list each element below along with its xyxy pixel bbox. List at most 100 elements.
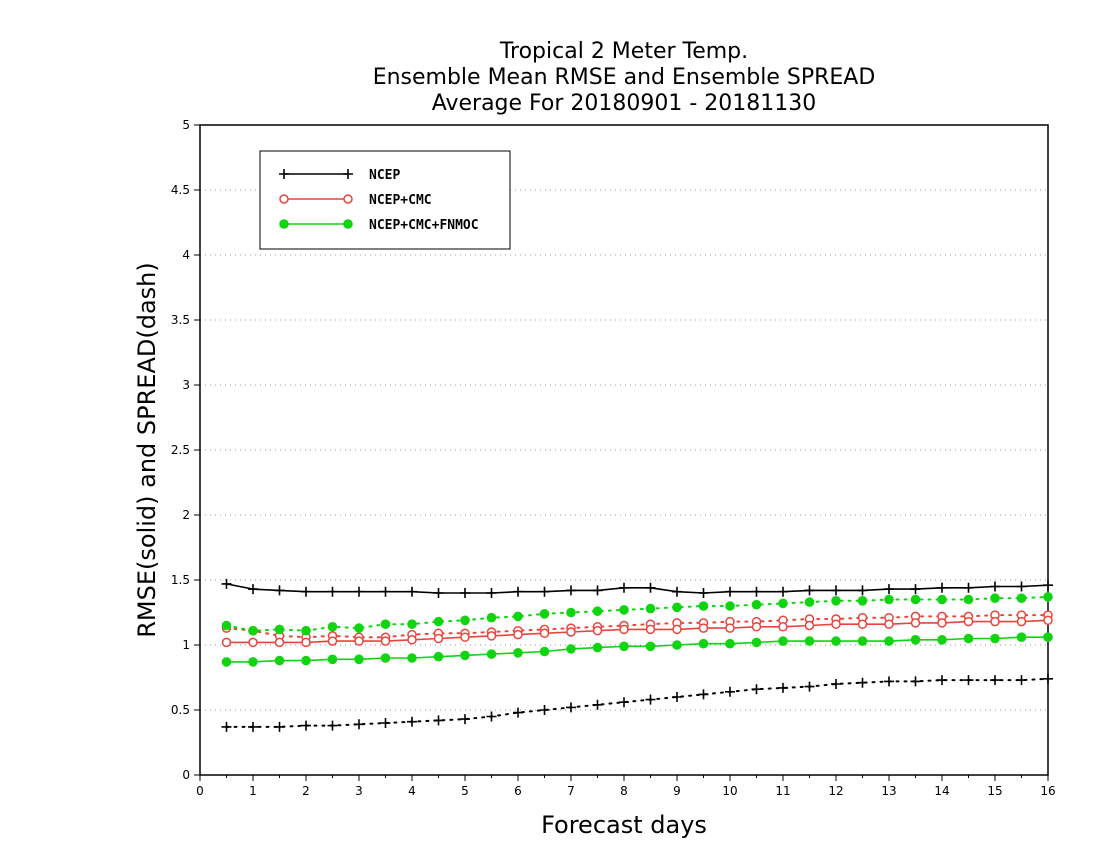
spread-point bbox=[645, 694, 656, 705]
legend-marker bbox=[279, 194, 289, 204]
rmse-point bbox=[566, 585, 576, 596]
spread-point bbox=[937, 594, 947, 605]
spread-point bbox=[274, 721, 285, 732]
x-tick-label: 4 bbox=[408, 784, 416, 798]
y-tick-label: 3.5 bbox=[171, 313, 190, 327]
spread-point bbox=[1043, 673, 1053, 684]
rmse-point bbox=[301, 655, 311, 666]
rmse-point bbox=[990, 581, 1000, 592]
y-tick-label: 5 bbox=[182, 118, 190, 132]
rmse-point bbox=[327, 636, 338, 646]
rmse-point bbox=[698, 638, 709, 649]
spread-point bbox=[672, 692, 682, 702]
rmse-point bbox=[513, 648, 523, 658]
spread-point bbox=[910, 676, 921, 687]
rmse-point bbox=[884, 636, 894, 646]
rmse-point bbox=[884, 619, 894, 629]
x-tick-label: 6 bbox=[514, 784, 522, 798]
rmse-point bbox=[910, 635, 921, 645]
legend-marker bbox=[279, 169, 289, 179]
spread-point bbox=[433, 715, 444, 726]
rmse-point bbox=[698, 588, 709, 598]
rmse-point bbox=[778, 622, 788, 632]
rmse-point bbox=[354, 586, 364, 597]
rmse-point bbox=[963, 582, 974, 593]
rmse-point bbox=[460, 588, 470, 598]
spread-point bbox=[513, 707, 523, 718]
rmse-point bbox=[380, 586, 391, 597]
y-tick-label: 2 bbox=[182, 508, 190, 522]
rmse-point bbox=[592, 642, 603, 653]
x-tick-label: 10 bbox=[722, 784, 737, 798]
rmse-point bbox=[619, 624, 629, 635]
rmse-point bbox=[937, 618, 947, 628]
legend-marker bbox=[279, 219, 289, 229]
rmse-point bbox=[937, 582, 947, 593]
spread-point bbox=[248, 625, 258, 636]
rmse-point bbox=[725, 638, 735, 649]
rmse-point bbox=[1043, 615, 1053, 626]
series-NCEP+CMC bbox=[221, 610, 1053, 648]
rmse-point bbox=[486, 588, 497, 598]
rmse-point bbox=[407, 635, 417, 645]
spread-point bbox=[221, 620, 232, 631]
spread-point bbox=[990, 675, 1000, 686]
spread-point bbox=[354, 719, 364, 730]
rmse-point bbox=[407, 653, 417, 663]
spread-point bbox=[698, 689, 709, 700]
rmse-point bbox=[619, 582, 629, 593]
spread-point bbox=[539, 705, 550, 715]
rmse-point bbox=[1016, 616, 1027, 627]
rmse-point bbox=[751, 637, 762, 648]
rmse-point bbox=[354, 654, 364, 665]
rmse-point bbox=[963, 633, 974, 644]
chart-title: Tropical 2 Meter Temp. Ensemble Mean RMS… bbox=[373, 39, 876, 116]
spread-point bbox=[963, 675, 974, 686]
rmse-point bbox=[910, 618, 921, 628]
spread-point bbox=[619, 697, 629, 708]
spread-point bbox=[751, 684, 762, 695]
series-group bbox=[221, 578, 1053, 732]
rmse-point bbox=[221, 637, 232, 648]
rmse-point bbox=[539, 586, 550, 597]
rmse-line bbox=[226, 583, 1049, 594]
spread-point bbox=[380, 718, 391, 728]
spread-point bbox=[566, 702, 576, 713]
rmse-point bbox=[274, 655, 285, 666]
rmse-point bbox=[778, 586, 788, 597]
rmse-point bbox=[274, 585, 285, 596]
spread-point bbox=[1016, 593, 1027, 604]
x-tick-label: 7 bbox=[567, 784, 575, 798]
spread-point bbox=[698, 601, 709, 611]
x-tick-label: 14 bbox=[934, 784, 949, 798]
spread-point bbox=[990, 593, 1000, 604]
legend-marker bbox=[343, 219, 353, 229]
rmse-point bbox=[831, 585, 841, 596]
spread-point bbox=[380, 619, 391, 630]
rmse-point bbox=[990, 616, 1000, 627]
series-NCEP bbox=[221, 578, 1053, 732]
rmse-point bbox=[778, 636, 788, 646]
spread-point bbox=[327, 622, 338, 632]
rmse-point bbox=[698, 623, 709, 633]
spread-point bbox=[857, 677, 868, 688]
spread-point bbox=[433, 616, 444, 627]
legend-label: NCEP bbox=[369, 168, 400, 183]
spread-point bbox=[725, 686, 735, 697]
legend: NCEP NCEP+CMC NCEP+CMC+FNMOC bbox=[259, 150, 511, 250]
rmse-point bbox=[910, 584, 921, 595]
spread-point bbox=[857, 596, 868, 606]
rmse-point bbox=[592, 585, 603, 596]
x-tick-label: 16 bbox=[1040, 784, 1055, 798]
rmse-point bbox=[248, 584, 258, 595]
rmse-point bbox=[592, 625, 603, 636]
x-tick-label: 5 bbox=[461, 784, 469, 798]
x-tick-label: 3 bbox=[355, 784, 363, 798]
spread-point bbox=[539, 609, 550, 619]
series-NCEP+CMC+FNMOC bbox=[221, 592, 1053, 667]
rmse-point bbox=[725, 623, 735, 633]
rmse-point bbox=[539, 628, 550, 639]
spread-point bbox=[1043, 592, 1053, 602]
spread-point bbox=[486, 612, 497, 623]
x-tick-label: 12 bbox=[828, 784, 843, 798]
